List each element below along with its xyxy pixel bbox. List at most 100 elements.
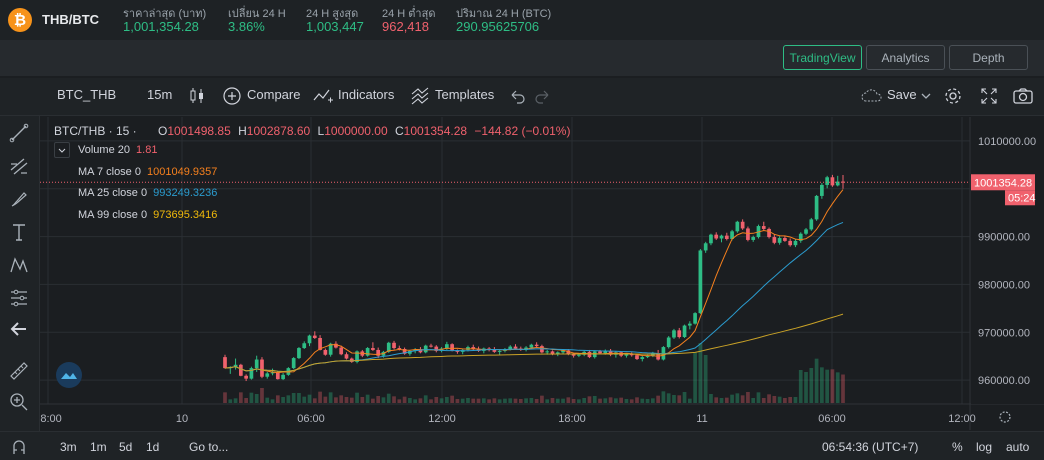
legend-volume[interactable]: Volume 20 1.81 xyxy=(78,144,157,156)
volume-bar xyxy=(603,398,608,403)
chevron-down-icon xyxy=(58,148,66,153)
candle-body xyxy=(666,337,671,348)
save-button[interactable]: Save xyxy=(887,87,917,102)
volume-bar xyxy=(307,394,312,403)
brush-icon[interactable] xyxy=(8,188,30,210)
range-1m[interactable]: 1m xyxy=(90,440,107,454)
range-1d[interactable]: 1d xyxy=(146,440,160,454)
volume-bar xyxy=(238,392,243,403)
zoom-in-icon[interactable] xyxy=(8,391,30,413)
measure-icon[interactable] xyxy=(8,287,30,309)
candle-body xyxy=(804,229,808,234)
clock[interactable]: 06:54:36 (UTC+7) xyxy=(822,440,919,454)
volume-bar xyxy=(635,397,639,403)
legend-ma99[interactable]: MA 99 close 0 973695.3416 xyxy=(78,209,217,221)
indicator-value: 973695.3416 xyxy=(153,209,218,221)
indicators-icon[interactable] xyxy=(312,86,334,106)
volume-bar xyxy=(566,397,571,403)
tradingview-button[interactable]: TradingView xyxy=(783,45,862,70)
candle-body xyxy=(297,348,301,359)
volume-bar xyxy=(265,397,270,403)
indicator-name: MA 7 close 0 xyxy=(78,166,141,178)
fullscreen-icon[interactable] xyxy=(979,86,999,106)
indicator-name: MA 99 close 0 xyxy=(78,209,148,221)
volume-bar xyxy=(376,396,381,403)
legend-ma25[interactable]: MA 25 close 0 993249.3236 xyxy=(78,187,217,199)
candle-body xyxy=(534,344,539,347)
range-3m[interactable]: 3m xyxy=(60,440,77,454)
legend-ohlc: BTC/THB · 15 · O1001498.85 H1002878.60 L… xyxy=(54,124,570,138)
range-5d[interactable]: 5d xyxy=(119,440,133,454)
pair-name[interactable]: THB/BTC xyxy=(42,12,100,27)
volume-bar xyxy=(334,397,338,403)
legend-o-label: O xyxy=(158,124,168,138)
camera-icon[interactable] xyxy=(1012,86,1034,106)
ruler-icon[interactable] xyxy=(8,360,30,382)
legend-ma7[interactable]: MA 7 close 0 1001049.9357 xyxy=(78,166,217,178)
time-tick-label: 12:00 xyxy=(948,413,976,425)
volume-bar xyxy=(703,355,708,403)
templates-button[interactable]: Templates xyxy=(435,87,495,102)
axis-settings-gear-icon[interactable] xyxy=(999,411,1011,423)
volume-bar xyxy=(693,352,697,403)
volume-bar xyxy=(524,398,528,403)
candle-body xyxy=(709,234,713,244)
cloud-save-icon[interactable] xyxy=(860,86,884,106)
volume-bar xyxy=(814,358,819,403)
redo-icon[interactable] xyxy=(534,86,552,106)
indicators-button[interactable]: Indicators xyxy=(338,87,395,102)
compare-button[interactable]: Compare xyxy=(247,87,301,102)
interval-selector[interactable]: 15m xyxy=(147,87,173,102)
candle-body xyxy=(402,348,407,354)
chevron-down-icon[interactable] xyxy=(920,86,932,106)
percent-toggle[interactable]: % xyxy=(952,440,963,454)
volume-bar xyxy=(820,367,824,403)
fib-tools-icon[interactable] xyxy=(8,155,30,177)
gear-icon[interactable] xyxy=(943,86,963,106)
price-chart[interactable]: 1010000.00 990000.00 980000.00 970000.00 960… xyxy=(40,117,1044,430)
legend-collapse-toggle[interactable] xyxy=(54,142,70,158)
pattern-icon[interactable] xyxy=(8,254,30,276)
time-tick-label: 12:00 xyxy=(428,413,456,425)
volume-bar xyxy=(677,395,682,403)
candle-body xyxy=(677,330,682,338)
candle-body xyxy=(275,372,280,380)
candle-style-icon[interactable] xyxy=(188,86,206,106)
candle-body xyxy=(672,330,676,338)
auto-toggle[interactable]: auto xyxy=(1006,440,1030,454)
volume-bar xyxy=(772,396,777,403)
goto-button[interactable]: Go to... xyxy=(189,440,229,454)
volume-bar xyxy=(275,395,280,403)
log-toggle[interactable]: log xyxy=(976,440,993,454)
volume-bar xyxy=(714,397,719,403)
stat-label: 24 H สูงสุด xyxy=(306,8,359,20)
indicator-value: 993249.3236 xyxy=(153,187,218,199)
candlestick-chart[interactable]: 1010000.00 990000.00 980000.00 970000.00 960… xyxy=(40,117,1044,430)
analytics-button[interactable]: Analytics xyxy=(866,45,945,70)
undo-icon[interactable] xyxy=(508,86,526,106)
magnet-icon[interactable] xyxy=(10,438,28,456)
candle-body xyxy=(471,347,476,349)
compare-plus-icon[interactable] xyxy=(222,86,242,106)
text-tool-icon[interactable] xyxy=(8,221,30,243)
candle-body xyxy=(841,181,845,183)
volume-bar xyxy=(460,398,465,403)
price-tick-label: 1010000.00 xyxy=(978,136,1036,148)
volume-bar xyxy=(466,398,470,403)
depth-button[interactable]: Depth xyxy=(949,45,1028,70)
templates-icon[interactable] xyxy=(410,86,430,106)
view-switch-bar: TradingView Analytics Depth xyxy=(0,40,1044,76)
volume-bar xyxy=(835,372,840,403)
candle-body xyxy=(814,195,819,220)
trend-line-icon[interactable] xyxy=(8,122,30,144)
volume-bar xyxy=(249,392,254,403)
volume-bar xyxy=(381,397,386,403)
candle-body xyxy=(392,342,396,349)
arrow-left-icon[interactable] xyxy=(8,318,30,340)
volume-bar xyxy=(645,399,650,403)
last-price-label: 1001354.28 xyxy=(974,177,1032,189)
stat-label: เปลี่ยน 24 H xyxy=(228,8,286,20)
symbol-search[interactable]: BTC_THB xyxy=(57,87,117,102)
price-tick-label: 990000.00 xyxy=(978,232,1030,244)
tradingview-logo-icon[interactable] xyxy=(56,362,82,388)
